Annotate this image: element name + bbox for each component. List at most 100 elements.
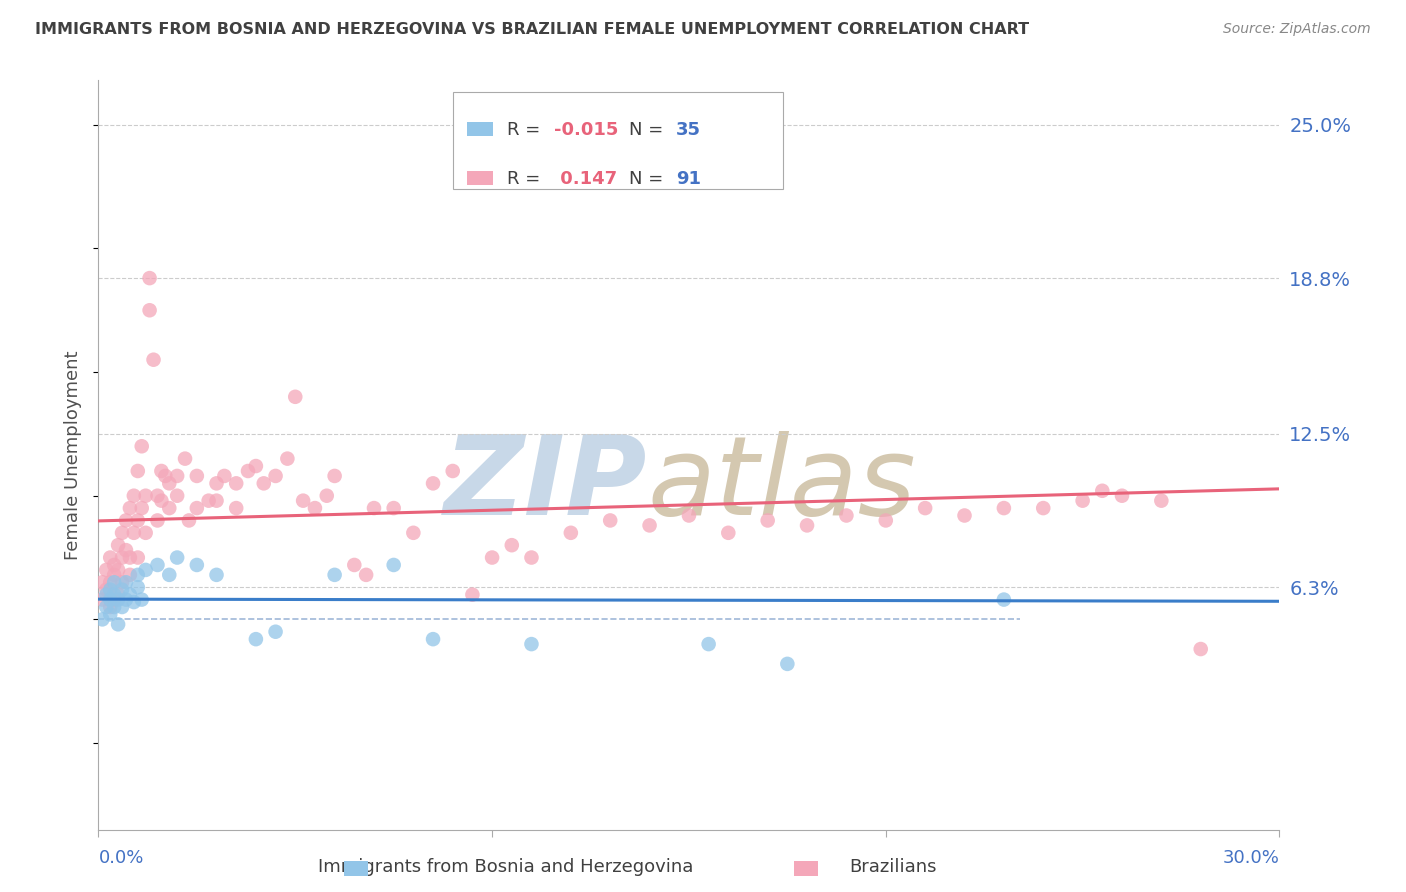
Text: atlas: atlas	[648, 432, 917, 539]
Point	[98, 607, 121, 622]
Point	[197, 493, 219, 508]
Point	[135, 489, 157, 503]
Point	[127, 550, 149, 565]
Text: Source: ZipAtlas.com: Source: ZipAtlas.com	[1223, 22, 1371, 37]
Point	[697, 637, 720, 651]
Text: 91: 91	[676, 169, 702, 187]
Point	[382, 501, 405, 516]
Text: 0.0%: 0.0%	[98, 849, 143, 867]
Point	[520, 637, 543, 651]
Point	[776, 657, 799, 671]
Point	[118, 501, 141, 516]
Point	[98, 592, 121, 607]
Point	[157, 501, 180, 516]
Point	[150, 493, 173, 508]
Text: IMMIGRANTS FROM BOSNIA AND HERZEGOVINA VS BRAZILIAN FEMALE UNEMPLOYMENT CORRELAT: IMMIGRANTS FROM BOSNIA AND HERZEGOVINA V…	[35, 22, 1029, 37]
Text: Brazilians: Brazilians	[849, 858, 936, 876]
Point	[103, 592, 125, 607]
Point	[993, 592, 1015, 607]
Point	[146, 489, 169, 503]
Point	[1150, 493, 1173, 508]
Point	[264, 624, 287, 639]
Point	[127, 464, 149, 478]
Point	[166, 550, 188, 565]
Text: Immigrants from Bosnia and Herzegovina: Immigrants from Bosnia and Herzegovina	[319, 858, 693, 876]
Point	[363, 501, 385, 516]
Point	[115, 513, 138, 527]
Point	[107, 588, 129, 602]
Point	[678, 508, 700, 523]
Text: -0.015: -0.015	[554, 121, 619, 139]
Point	[1111, 489, 1133, 503]
Point	[131, 501, 153, 516]
Point	[127, 567, 149, 582]
Text: N =: N =	[628, 121, 669, 139]
FancyBboxPatch shape	[467, 122, 494, 136]
Point	[1071, 493, 1094, 508]
Point	[96, 599, 118, 614]
Point	[122, 489, 145, 503]
Point	[91, 592, 114, 607]
Point	[111, 599, 134, 614]
Point	[91, 612, 114, 626]
Point	[135, 563, 157, 577]
Point	[166, 469, 188, 483]
Point	[157, 476, 180, 491]
Text: 30.0%: 30.0%	[1223, 849, 1279, 867]
Point	[98, 599, 121, 614]
Point	[186, 558, 208, 572]
Point	[107, 617, 129, 632]
Y-axis label: Female Unemployment: Female Unemployment	[65, 351, 83, 559]
Point	[98, 582, 121, 597]
Point	[118, 550, 141, 565]
Point	[138, 271, 160, 285]
FancyBboxPatch shape	[467, 170, 494, 185]
Point	[914, 501, 936, 516]
Point	[382, 558, 405, 572]
Point	[146, 558, 169, 572]
Point	[520, 550, 543, 565]
Point	[205, 567, 228, 582]
Point	[111, 575, 134, 590]
Point	[115, 592, 138, 607]
Text: R =: R =	[508, 121, 546, 139]
Point	[98, 575, 121, 590]
Point	[284, 390, 307, 404]
Text: N =: N =	[628, 169, 669, 187]
Point	[115, 543, 138, 558]
FancyBboxPatch shape	[453, 92, 783, 189]
Point	[225, 476, 247, 491]
Point	[155, 469, 177, 483]
Text: 0.147: 0.147	[554, 169, 617, 187]
Point	[186, 501, 208, 516]
Point	[225, 501, 247, 516]
Point	[323, 469, 346, 483]
Point	[107, 563, 129, 577]
Point	[107, 592, 129, 607]
Point	[1032, 501, 1054, 516]
Point	[96, 563, 118, 577]
Point	[103, 567, 125, 582]
Text: R =: R =	[508, 169, 546, 187]
Point	[253, 476, 276, 491]
Point	[953, 508, 976, 523]
Point	[174, 451, 197, 466]
Point	[103, 575, 125, 590]
Point	[157, 567, 180, 582]
Point	[205, 476, 228, 491]
Point	[422, 632, 444, 647]
Point	[875, 513, 897, 527]
Point	[103, 599, 125, 614]
Point	[111, 525, 134, 540]
Point	[1189, 642, 1212, 657]
Point	[186, 469, 208, 483]
Point	[292, 493, 315, 508]
Point	[118, 588, 141, 602]
Point	[131, 439, 153, 453]
Text: ZIP: ZIP	[444, 432, 648, 539]
Point	[177, 513, 200, 527]
Point	[103, 558, 125, 572]
Point	[461, 588, 484, 602]
Point	[560, 525, 582, 540]
Point	[638, 518, 661, 533]
